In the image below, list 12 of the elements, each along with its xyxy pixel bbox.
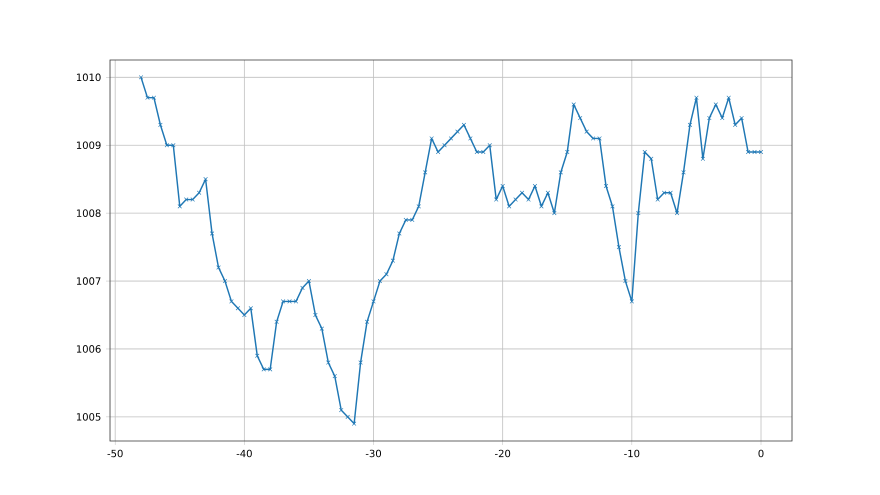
x-tick-label: -30 — [366, 450, 381, 458]
y-tick-label: 1005 — [76, 413, 100, 421]
x-tick-label: 0 — [758, 450, 764, 458]
y-tick-label: 1010 — [76, 74, 101, 82]
y-tick-label: 1007 — [76, 277, 100, 285]
x-tick-label: -40 — [236, 450, 252, 458]
y-tick-label: 1009 — [76, 141, 101, 150]
x-tick-label: -50 — [107, 450, 123, 458]
x-tick-label: -20 — [494, 450, 510, 458]
x-tick-label: -10 — [624, 450, 640, 458]
y-tick-label: 1006 — [76, 345, 101, 353]
y-tick-label: 1008 — [76, 209, 101, 217]
